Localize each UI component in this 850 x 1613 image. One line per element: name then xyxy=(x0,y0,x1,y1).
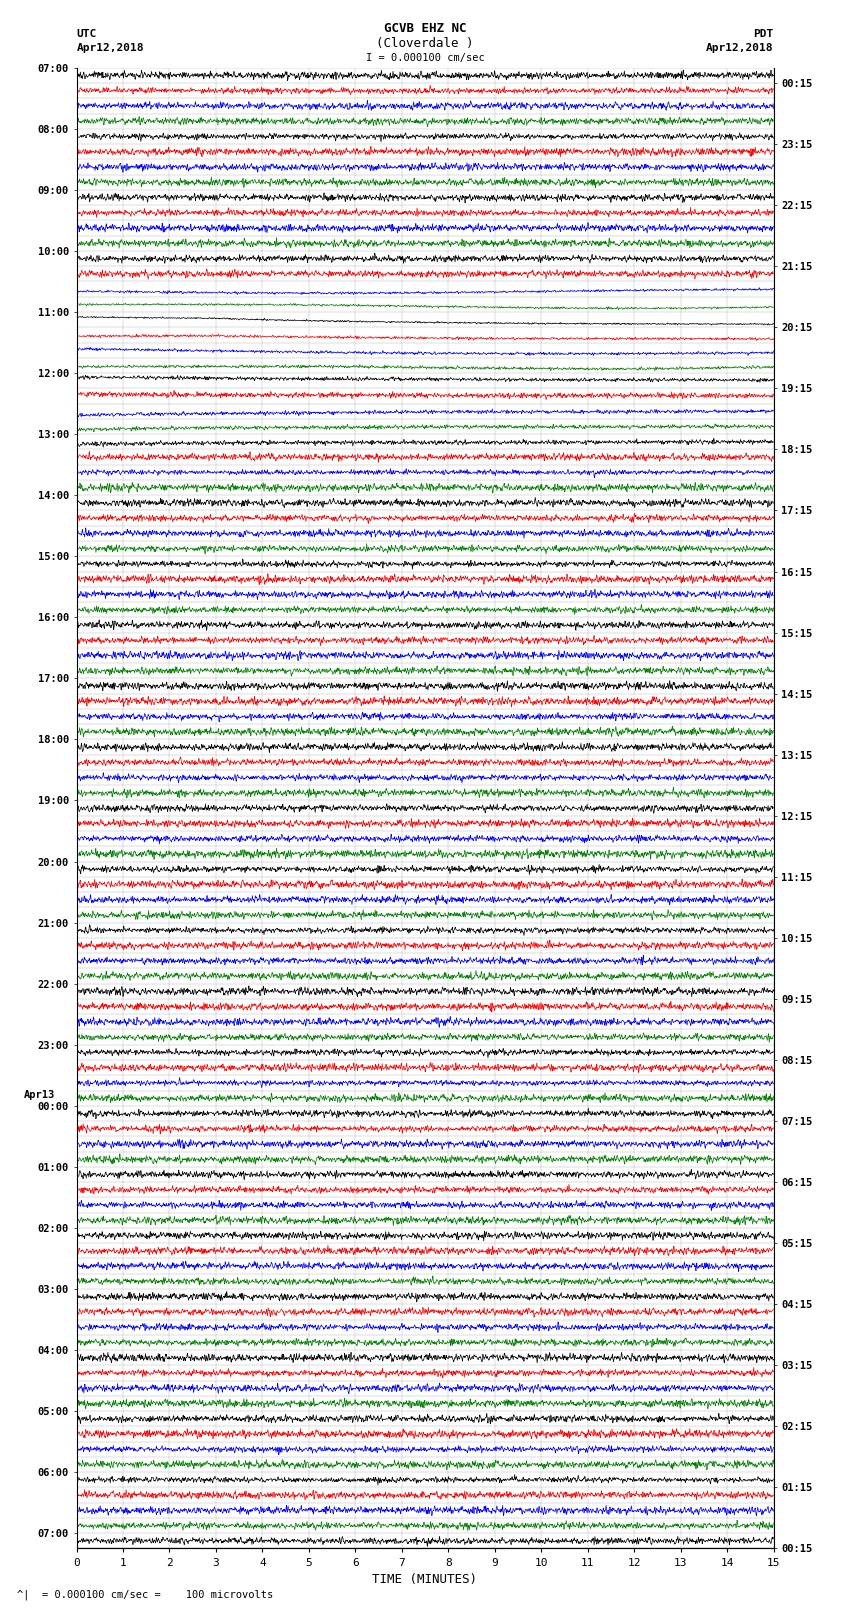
Text: I = 0.000100 cm/sec: I = 0.000100 cm/sec xyxy=(366,53,484,63)
Text: (Cloverdale ): (Cloverdale ) xyxy=(377,37,473,50)
Text: Apr12,2018: Apr12,2018 xyxy=(706,44,774,53)
Text: PDT: PDT xyxy=(753,29,774,39)
Text: UTC: UTC xyxy=(76,29,97,39)
Text: Apr12,2018: Apr12,2018 xyxy=(76,44,144,53)
Text: ^|  = 0.000100 cm/sec =    100 microvolts: ^| = 0.000100 cm/sec = 100 microvolts xyxy=(17,1589,273,1600)
Text: GCVB EHZ NC: GCVB EHZ NC xyxy=(383,23,467,35)
Text: Apr13: Apr13 xyxy=(24,1090,55,1100)
X-axis label: TIME (MINUTES): TIME (MINUTES) xyxy=(372,1573,478,1586)
